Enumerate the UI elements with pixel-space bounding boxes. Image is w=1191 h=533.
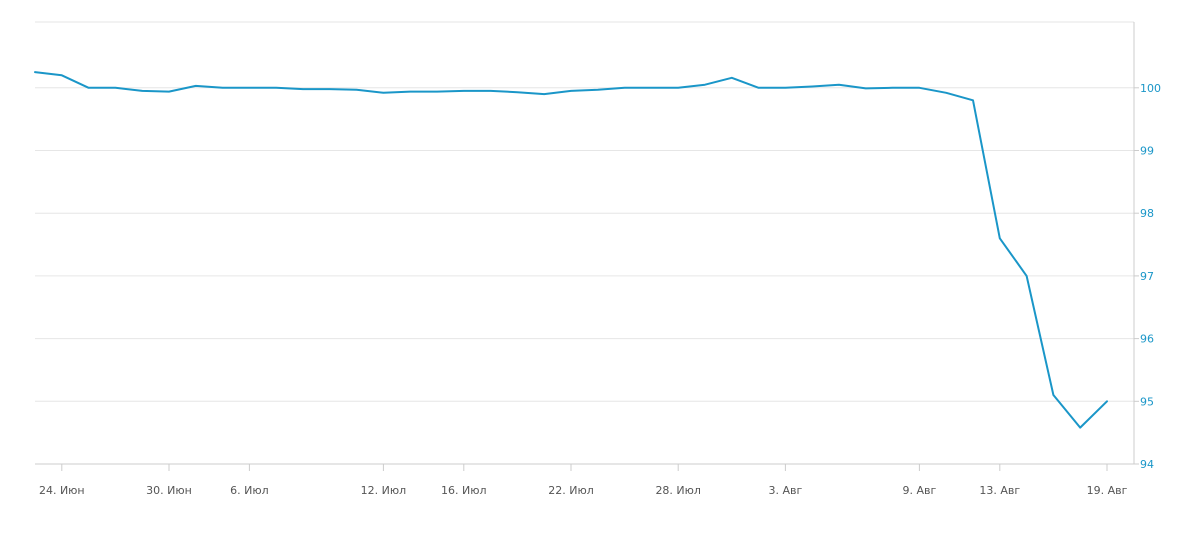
y-axis: 94 95 96 97 98 99 100: [1134, 82, 1161, 471]
data-point[interactable]: [783, 86, 787, 90]
data-point[interactable]: [194, 84, 198, 88]
data-point[interactable]: [221, 86, 225, 90]
data-point[interactable]: [87, 86, 91, 90]
data-point[interactable]: [489, 89, 493, 93]
data-point[interactable]: [140, 89, 144, 93]
data-point[interactable]: [355, 88, 359, 92]
data-point[interactable]: [757, 86, 761, 90]
series-line: [34, 71, 1108, 429]
data-point[interactable]: [1025, 274, 1029, 278]
data-point[interactable]: [247, 86, 251, 90]
data-point[interactable]: [113, 86, 117, 90]
x-tick-label: 3. Авг: [769, 484, 803, 497]
data-point[interactable]: [60, 73, 64, 77]
y-tick-label: 95: [1140, 395, 1154, 408]
x-tick-label: 12. Июл: [361, 484, 407, 497]
data-point[interactable]: [1105, 399, 1109, 403]
y-tick-label: 94: [1140, 458, 1154, 471]
x-tick-label: 22. Июл: [548, 484, 594, 497]
y-tick-label: 97: [1140, 270, 1154, 283]
data-point[interactable]: [435, 90, 439, 94]
data-point[interactable]: [274, 86, 278, 90]
x-tick-label: 19. Авг: [1087, 484, 1128, 497]
data-point[interactable]: [167, 90, 171, 94]
x-tick-label: 13. Авг: [979, 484, 1020, 497]
data-point[interactable]: [810, 85, 814, 89]
x-tick-label: 6. Июл: [230, 484, 269, 497]
y-tick-label: 96: [1140, 333, 1154, 346]
data-point[interactable]: [730, 76, 734, 80]
x-tick-label: 16. Июл: [441, 484, 487, 497]
x-tick-label: 9. Авг: [903, 484, 937, 497]
plot-frame: [35, 22, 1135, 465]
data-point[interactable]: [408, 90, 412, 94]
data-point[interactable]: [971, 98, 975, 102]
data-point[interactable]: [1051, 393, 1055, 397]
x-tick-label: 24. Июн: [39, 484, 85, 497]
x-axis: 24. Июн 30. Июн 6. Июл 12. Июл 16. Июл 22. Ию…: [39, 464, 1128, 497]
data-point[interactable]: [542, 92, 546, 96]
data-point[interactable]: [917, 86, 921, 90]
data-point[interactable]: [596, 88, 600, 92]
data-point[interactable]: [462, 89, 466, 93]
data-point[interactable]: [891, 86, 895, 90]
data-point[interactable]: [649, 86, 653, 90]
data-point[interactable]: [944, 91, 948, 95]
data-point[interactable]: [998, 236, 1002, 240]
y-tick-label: 98: [1140, 207, 1154, 220]
data-point[interactable]: [864, 86, 868, 90]
grid-lines: [35, 21, 1134, 465]
x-tick-label: 30. Июн: [146, 484, 192, 497]
y-tick-label: 100: [1140, 82, 1161, 95]
x-tick-label: 28. Июл: [655, 484, 701, 497]
y-tick-label: 99: [1140, 145, 1154, 158]
data-point[interactable]: [676, 86, 680, 90]
data-point[interactable]: [623, 86, 627, 90]
data-point[interactable]: [328, 87, 332, 91]
data-point[interactable]: [33, 70, 37, 74]
data-point[interactable]: [569, 89, 573, 93]
data-point[interactable]: [703, 83, 707, 87]
data-point[interactable]: [301, 87, 305, 91]
series-layer: [33, 70, 1109, 430]
data-point[interactable]: [1078, 426, 1082, 430]
data-point[interactable]: [381, 91, 385, 95]
data-point[interactable]: [515, 90, 519, 94]
data-point[interactable]: [837, 83, 841, 87]
